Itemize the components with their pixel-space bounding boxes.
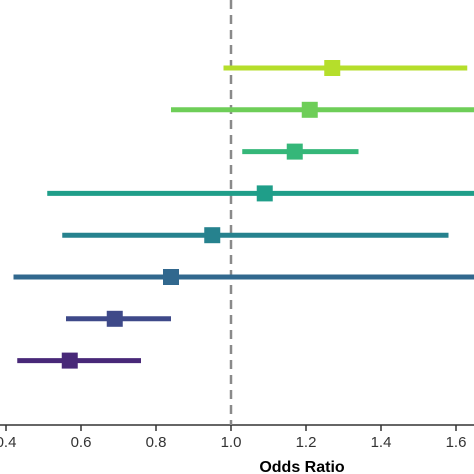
odds-ratio-point — [286, 143, 303, 160]
odds-ratio-point — [256, 185, 273, 202]
x-tick-label: 1.2 — [296, 434, 317, 451]
x-axis-ticks: 0.4 0.6 0.8 1.0 1.2 1.4 1.6 — [0, 425, 466, 451]
x-tick-label: 0.4 — [0, 434, 16, 451]
odds-ratio-point — [106, 310, 123, 327]
odds-ratio-point — [324, 60, 341, 76]
x-tick-label: 1.6 — [446, 434, 467, 451]
confidence-intervals — [13, 60, 474, 369]
x-tick-label: 0.8 — [146, 434, 167, 451]
odds-ratio-point — [301, 101, 318, 118]
odds-ratio-point — [163, 269, 179, 285]
x-tick-label: 1.4 — [371, 434, 392, 451]
x-tick-label: 1.0 — [221, 434, 242, 451]
x-axis-title: Odds Ratio — [259, 459, 345, 474]
odds-ratio-point — [204, 227, 221, 244]
x-tick-label: 0.6 — [71, 434, 92, 451]
odds-ratio-point — [61, 352, 78, 369]
